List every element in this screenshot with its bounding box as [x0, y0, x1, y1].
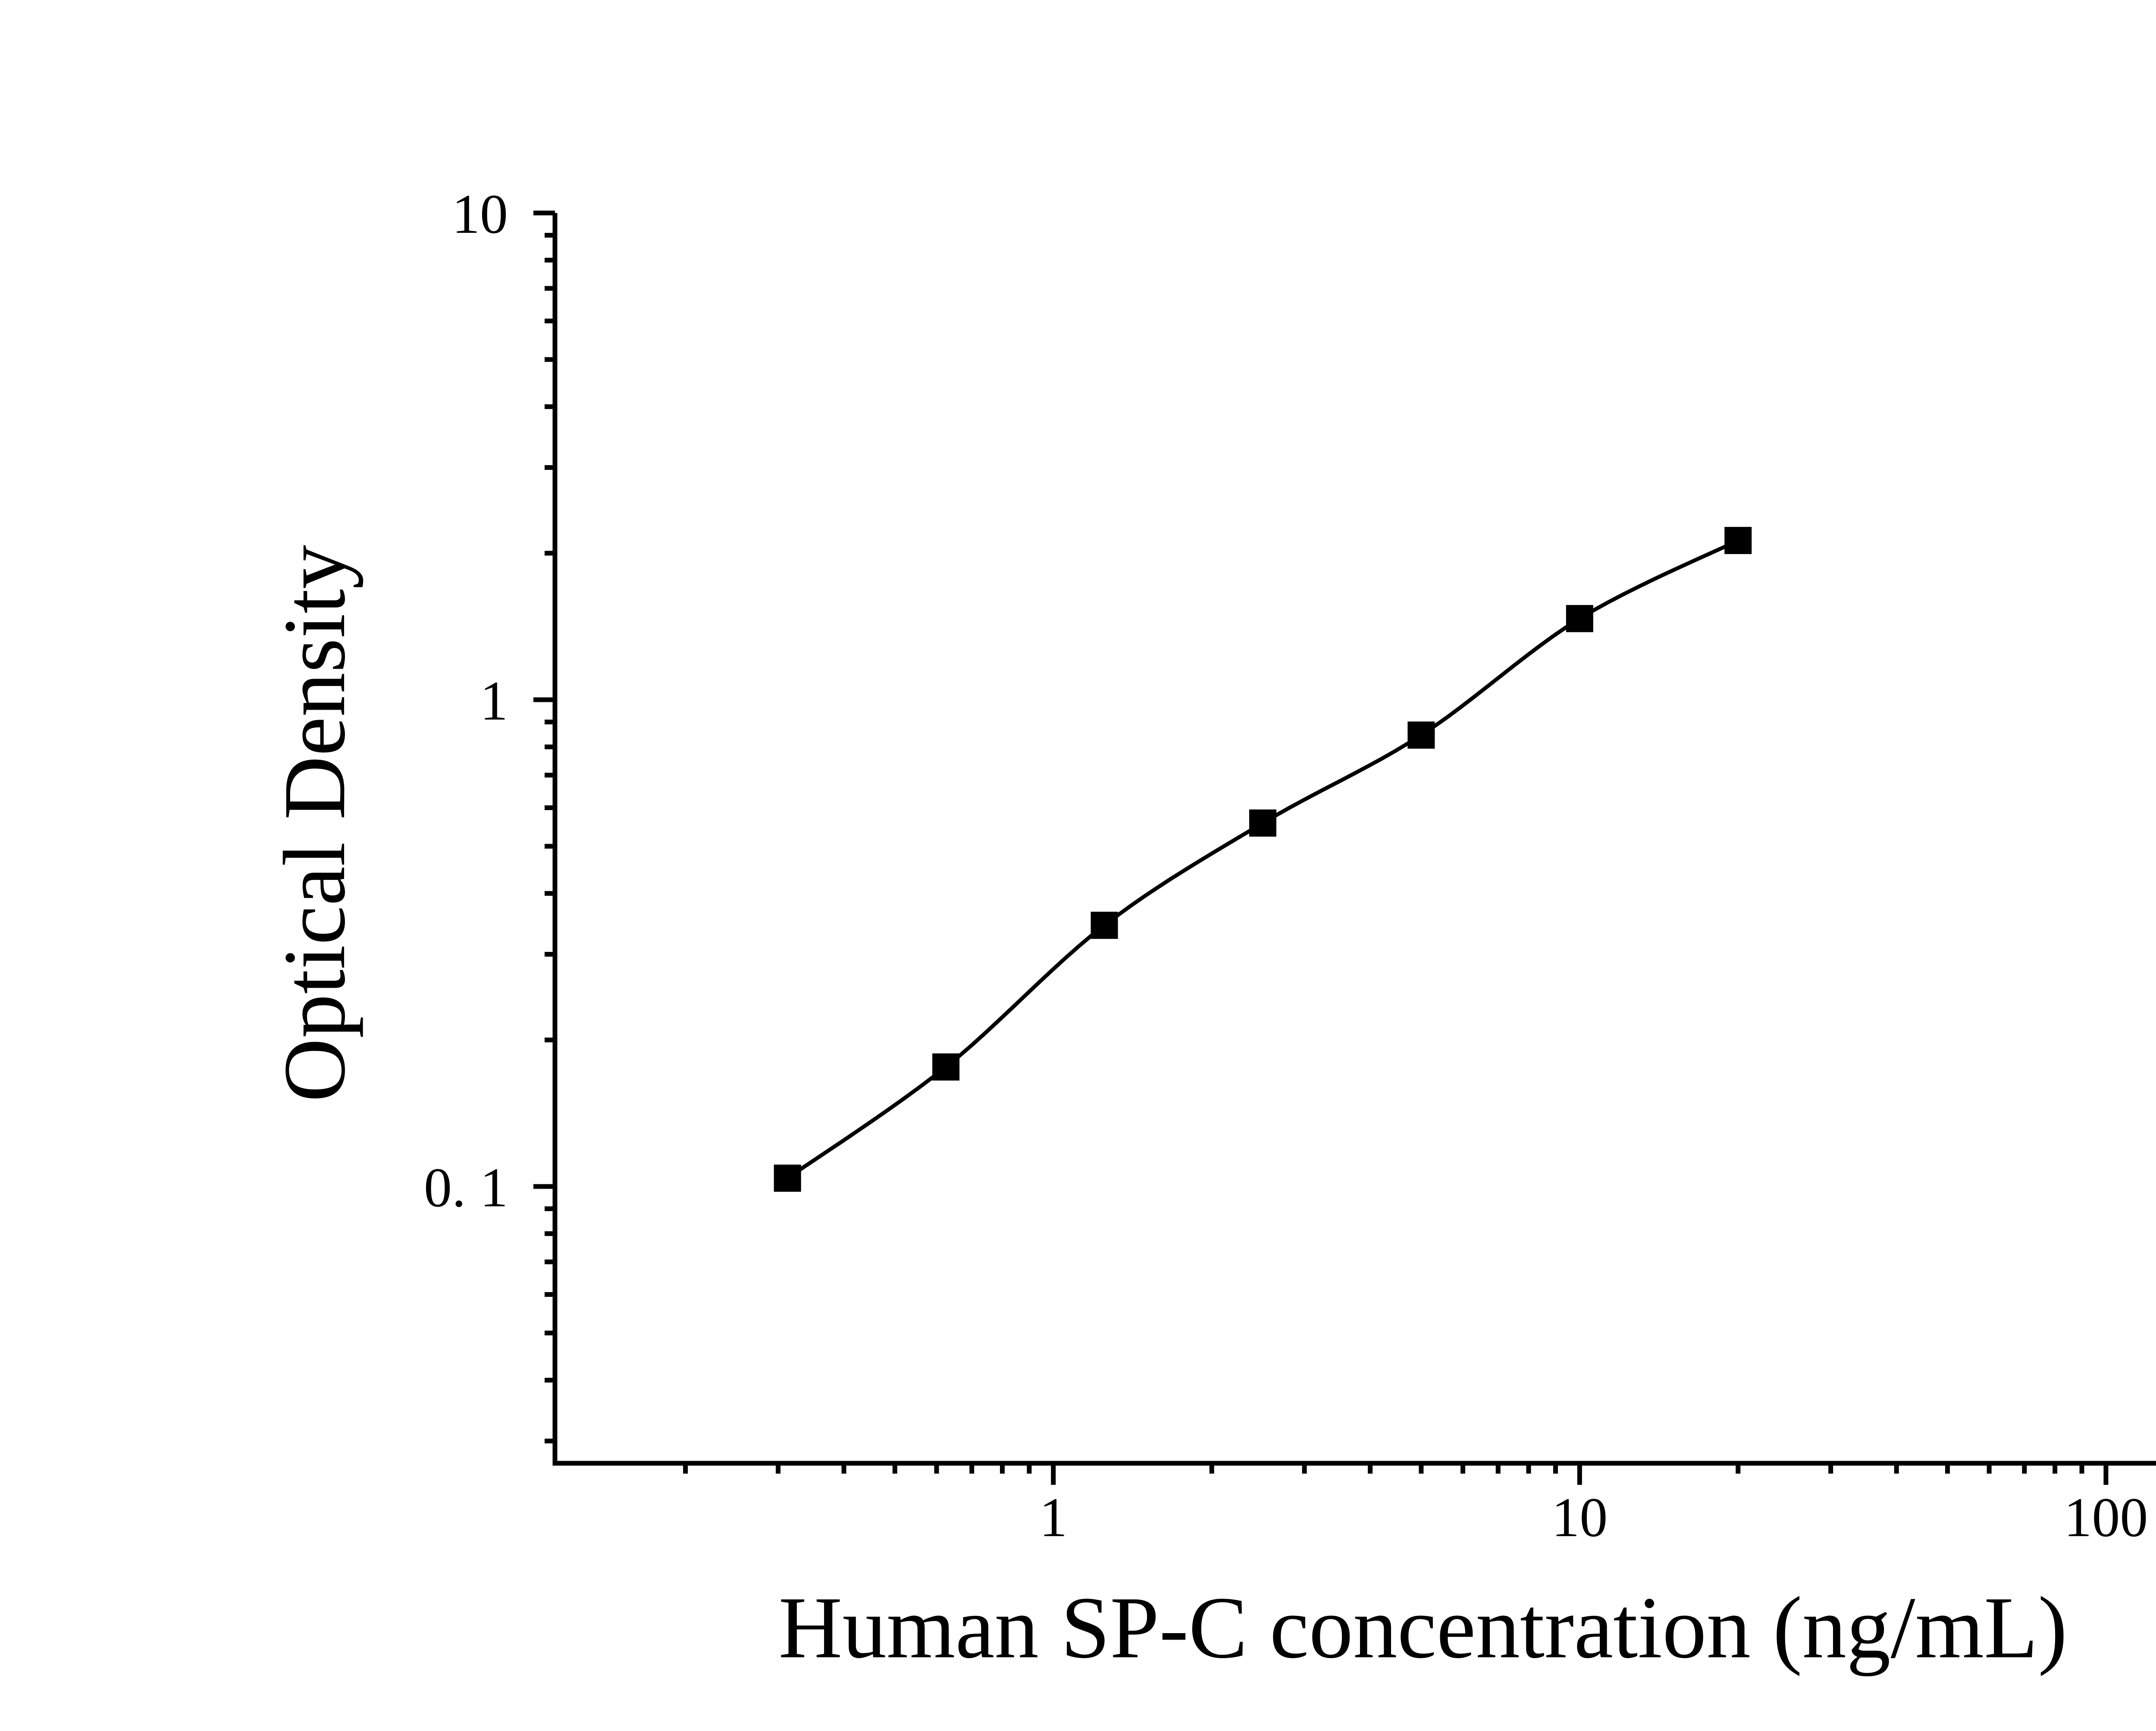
data-point-marker [1566, 605, 1593, 632]
y-tick-label: 0. 1 [424, 1157, 508, 1219]
x-tick-label: 100 [2064, 1487, 2148, 1549]
x-tick-label: 1 [1039, 1487, 1067, 1549]
data-point-marker [1249, 809, 1276, 837]
data-point-marker [932, 1053, 960, 1081]
y-axis-title: Optical Density [266, 545, 364, 1102]
data-point-marker [1091, 911, 1118, 939]
y-tick-label: 1 [480, 670, 508, 732]
data-point-marker [1724, 527, 1752, 554]
data-point-marker [1407, 721, 1435, 749]
fit-curve-line [786, 538, 1739, 1180]
axis-frame [552, 213, 2156, 1466]
y-tick-label: 10 [452, 183, 508, 245]
x-tick-label: 10 [1551, 1487, 1608, 1549]
x-axis-title: Human SP-C concentration (ng/mL) [778, 1579, 2068, 1677]
data-point-marker [774, 1164, 801, 1192]
